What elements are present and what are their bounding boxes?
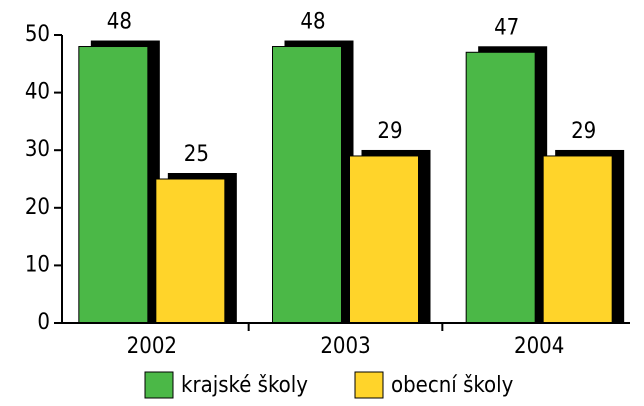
bar [465,51,536,324]
legend-label: obecní školy [391,373,514,398]
x-tick-label: 2003 [320,334,370,359]
bar [272,46,342,324]
data-label: 29 [571,119,596,144]
data-label: 29 [377,119,402,144]
legend-swatch [354,371,384,399]
data-label: 48 [300,10,325,35]
bar [542,155,613,324]
bar [78,46,149,324]
data-label: 48 [107,10,132,35]
legend-swatch [144,371,174,399]
y-tick-label: 20 [25,195,50,220]
x-tick-label: 2002 [127,334,177,359]
y-tick-label: 0 [37,310,50,335]
legend-label: krajské školy [181,373,308,398]
y-tick-label: 10 [25,252,50,277]
x-tick-label: 2004 [514,334,564,359]
bar [155,178,226,324]
y-tick-label: 50 [25,22,50,47]
y-tick-label: 40 [25,80,50,105]
bar [349,155,419,324]
y-tick-label: 30 [25,137,50,162]
data-label: 47 [494,15,519,40]
data-label: 25 [184,142,209,167]
